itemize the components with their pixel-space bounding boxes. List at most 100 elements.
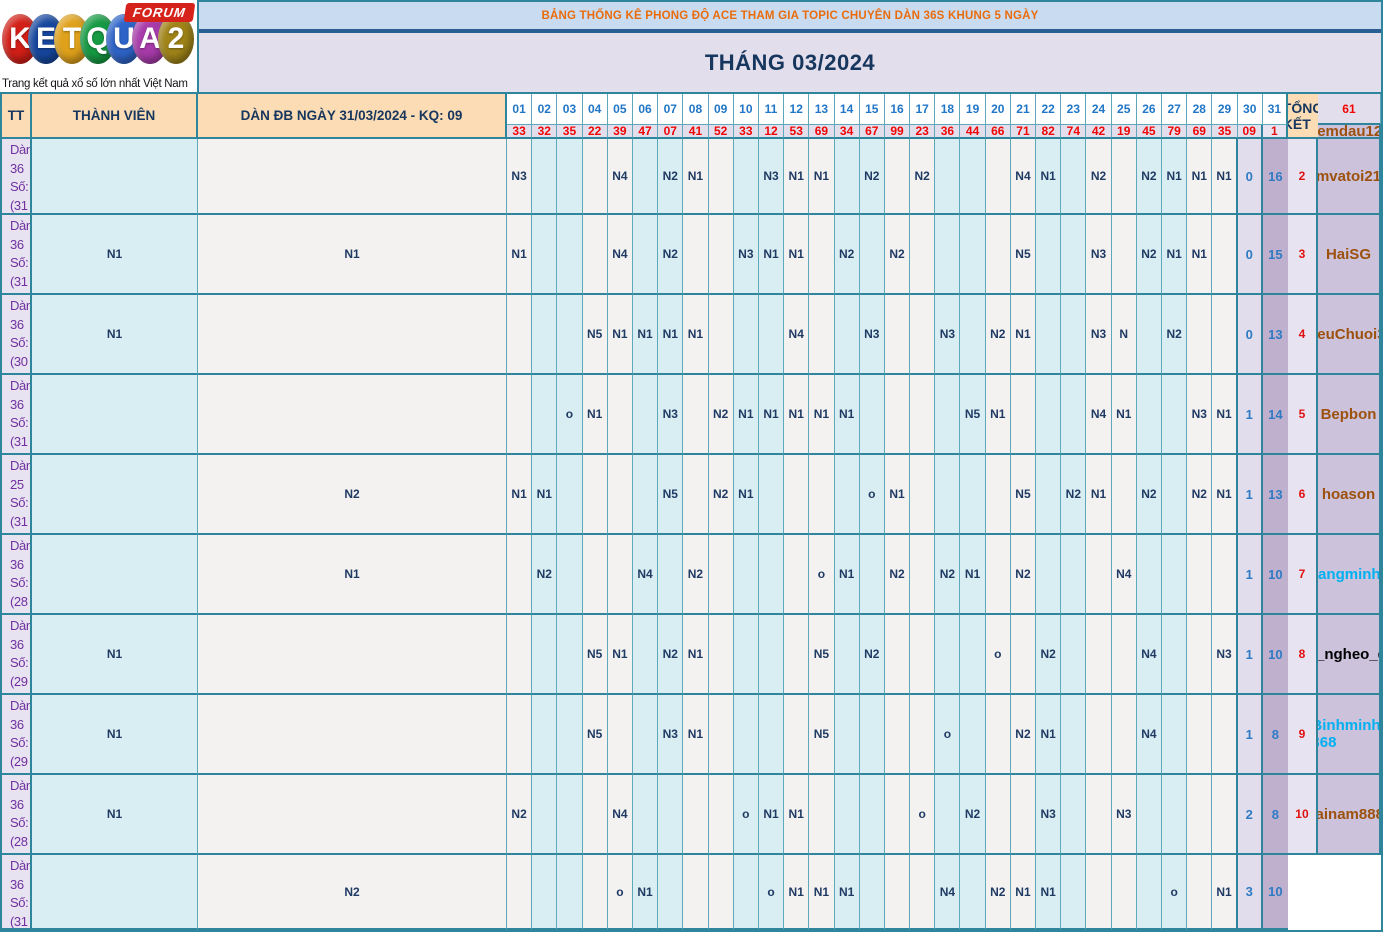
mark-cell: N1 xyxy=(607,615,633,695)
total-hit-cell: 10 xyxy=(1262,615,1288,695)
mark-cell: N1 xyxy=(784,139,810,215)
day-header-cell: 09 xyxy=(708,94,734,125)
mark-cell: o xyxy=(859,455,885,535)
mark-cell: N1 xyxy=(607,295,633,375)
day-header-cell: 13 xyxy=(809,94,835,125)
day-header-cell: 15 xyxy=(859,94,885,125)
day-result-cell: 41 xyxy=(683,125,709,139)
mark-cell: N3 xyxy=(1187,375,1213,455)
mark-cell xyxy=(935,139,961,215)
mark-cell xyxy=(809,455,835,535)
mark-cell xyxy=(708,139,734,215)
day-result-cell: 61 xyxy=(1317,94,1381,125)
mark-cell xyxy=(985,535,1011,615)
mark-cell xyxy=(1061,139,1087,215)
mark-cell: N2 xyxy=(859,615,885,695)
mark-cell: N1 xyxy=(32,295,198,375)
tt-cell: 10 xyxy=(1287,775,1318,855)
mark-cell: N1 xyxy=(884,455,911,535)
day-header-cell: 10 xyxy=(733,94,759,125)
mark-cell xyxy=(708,615,734,695)
mark-cell: N4 xyxy=(607,775,633,855)
mark-cell xyxy=(507,295,533,375)
mark-cell xyxy=(607,535,633,615)
mark-cell xyxy=(1061,375,1087,455)
mark-cell xyxy=(1111,615,1137,695)
mark-cell: o xyxy=(985,615,1011,695)
mark-cell: N3 xyxy=(859,295,885,375)
mark-cell: N1 xyxy=(1036,139,1062,215)
mark-cell xyxy=(1111,139,1137,215)
dan-header: DÀN ĐB NGÀY 31/03/2024 - KQ: 09 xyxy=(198,94,507,139)
mark-cell xyxy=(582,855,608,930)
mark-cell xyxy=(1086,615,1112,695)
logo-tagline: Trang kết quả xổ số lớn nhất Việt Nam xyxy=(2,78,188,90)
mark-cell xyxy=(733,535,759,615)
total-miss-cell: 1 xyxy=(1237,695,1263,775)
mark-cell xyxy=(985,139,1011,215)
mark-cell: N5 xyxy=(582,615,608,695)
mark-cell: N2 xyxy=(884,535,911,615)
dan-description: Dàn 36 Số: (30 -> 31/03)02 05 08 14 15 2… xyxy=(2,295,32,375)
total-miss-cell: 1 xyxy=(1237,375,1263,455)
mark-cell xyxy=(910,375,936,455)
tt-cell: 7 xyxy=(1287,535,1318,615)
mark-cell: N5 xyxy=(582,695,608,775)
dan-description: Dàn 36 Số: (28 -> 31/03)01 02 03 04 07 0… xyxy=(2,775,32,855)
member-header: THÀNH VIÊN xyxy=(32,94,198,139)
mark-cell xyxy=(557,695,583,775)
mark-cell xyxy=(1187,855,1213,930)
mark-cell: N2 xyxy=(708,455,734,535)
mark-cell: N2 xyxy=(1061,455,1087,535)
dan-label: Dàn 36 Số: (31 -> 31/03) xyxy=(10,142,32,213)
mark-cell: N4 xyxy=(607,215,633,295)
mark-cell xyxy=(733,295,759,375)
mark-cell xyxy=(557,215,583,295)
day-header-cell: 28 xyxy=(1187,94,1213,125)
mark-cell xyxy=(708,855,734,930)
mark-cell xyxy=(1061,535,1087,615)
mark-cell: N3 xyxy=(1036,775,1062,855)
mark-cell: N3 xyxy=(1086,295,1112,375)
mark-cell: N1 xyxy=(658,295,684,375)
mark-cell: o xyxy=(733,775,759,855)
mark-cell xyxy=(582,455,608,535)
mark-cell: N3 xyxy=(1212,615,1238,695)
mark-cell xyxy=(960,695,986,775)
day-result-cell: 52 xyxy=(708,125,734,139)
mark-cell xyxy=(683,215,709,295)
mark-cell xyxy=(758,455,785,535)
mark-cell: N4 xyxy=(1111,535,1137,615)
mark-cell xyxy=(1212,215,1238,295)
mark-cell: N2 xyxy=(884,215,911,295)
member-name: SieuChuoi35 xyxy=(1317,295,1381,375)
mark-cell: N3 xyxy=(658,375,684,455)
mark-cell xyxy=(784,695,810,775)
mark-cell xyxy=(658,855,684,930)
mark-cell xyxy=(532,215,558,295)
mark-cell xyxy=(834,695,860,775)
mark-cell xyxy=(784,455,810,535)
mark-cell xyxy=(1010,375,1037,455)
total-miss-cell: 0 xyxy=(1237,215,1263,295)
mark-cell xyxy=(557,295,583,375)
mark-cell xyxy=(733,695,759,775)
mark-cell xyxy=(507,615,533,695)
day-header-cell: 25 xyxy=(1111,94,1137,125)
day-result-cell: 23 xyxy=(910,125,936,139)
mark-cell xyxy=(708,215,734,295)
member-name: Kiep_ngheo_di_tu xyxy=(1317,615,1381,695)
mark-cell xyxy=(834,295,860,375)
mark-cell xyxy=(557,535,583,615)
mark-cell: N1 xyxy=(1212,855,1238,930)
mark-cell xyxy=(935,615,961,695)
tt-cell: 2 xyxy=(1287,139,1318,215)
mark-cell xyxy=(960,215,986,295)
mark-cell: N1 xyxy=(1036,855,1062,930)
mark-cell: N4 xyxy=(1136,695,1163,775)
mark-cell xyxy=(1111,455,1137,535)
member-name: HaiSG xyxy=(1317,215,1381,295)
mark-cell: N2 xyxy=(910,139,936,215)
mark-cell: N2 xyxy=(708,375,734,455)
